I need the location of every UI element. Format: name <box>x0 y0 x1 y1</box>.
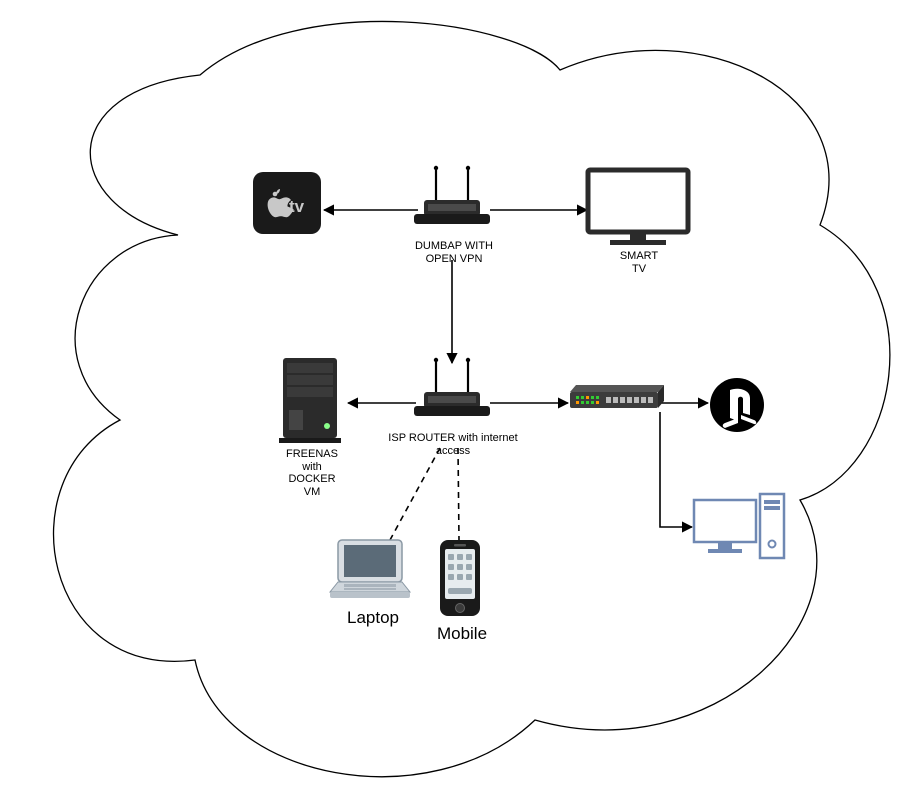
dumb-ap-label: DUMBAP WITHOPEN VPN <box>414 240 494 265</box>
edge <box>660 412 692 527</box>
mobile-icon <box>440 540 480 616</box>
freenas-icon <box>279 358 341 443</box>
switch-icon <box>570 385 664 408</box>
isp-router-icon <box>414 358 490 416</box>
appletv-icon: tv <box>253 172 321 234</box>
playstation-icon <box>710 378 764 432</box>
mobile-label: Mobile <box>432 624 492 644</box>
edge <box>458 448 459 540</box>
diagram-canvas: tv <box>0 0 921 801</box>
smart-tv-label: SMARTTV <box>612 250 666 275</box>
pc-icon <box>694 494 784 558</box>
laptop-icon <box>330 540 410 598</box>
laptop-label: Laptop <box>338 608 408 628</box>
freenas-label: FREENASwithDOCKERVM <box>280 448 344 499</box>
dumb-ap-icon <box>414 166 490 224</box>
diagram-svg: tv <box>0 0 921 801</box>
svg-text:tv: tv <box>289 197 305 216</box>
smart-tv-icon <box>588 170 688 245</box>
isp-router-label: ISP ROUTER with internetaccess <box>388 432 518 457</box>
edge <box>390 448 440 540</box>
